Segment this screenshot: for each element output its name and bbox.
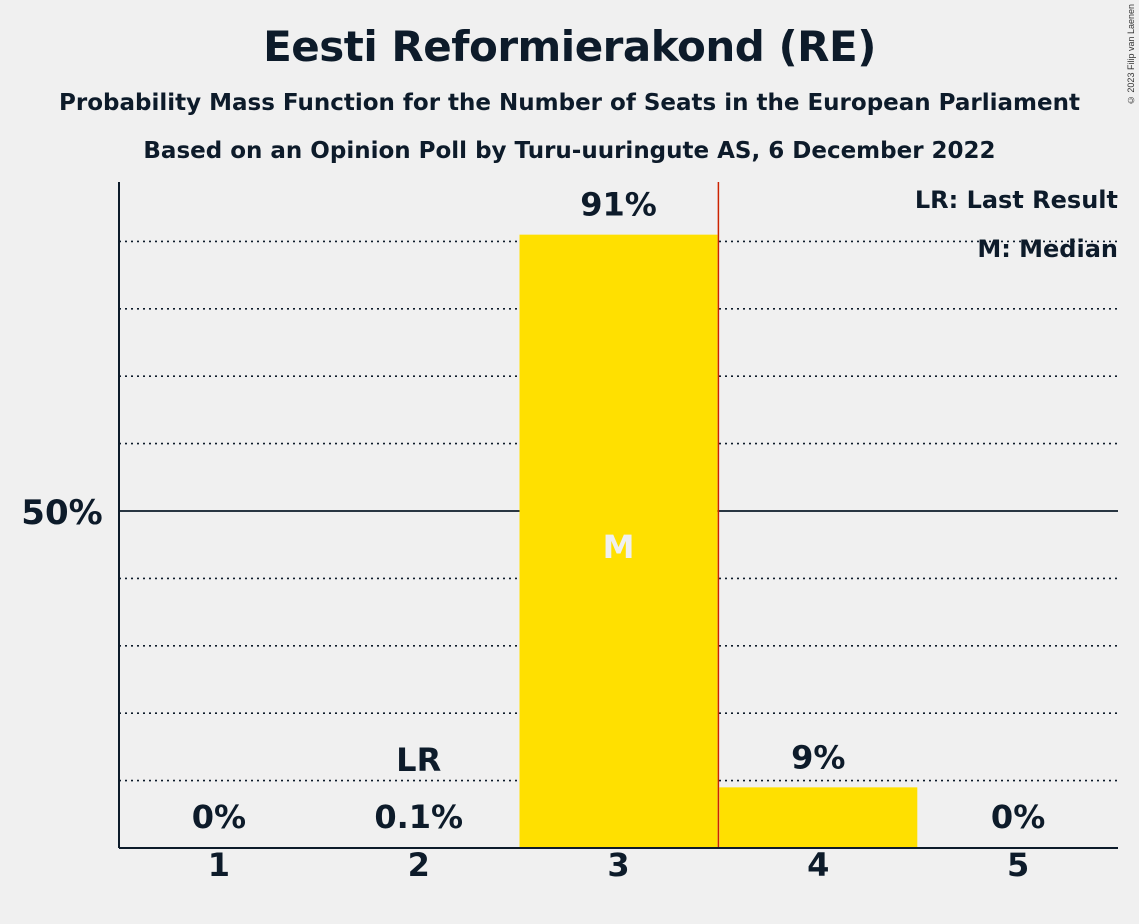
chart-title: Eesti Reformierakond (RE) — [263, 22, 876, 71]
chart-subtitle: Probability Mass Function for the Number… — [59, 90, 1080, 116]
value-label-1: 0% — [192, 798, 246, 836]
bar-4 — [719, 787, 918, 848]
x-tick-label-3: 3 — [607, 846, 629, 884]
value-label-5: 0% — [991, 798, 1045, 836]
y-tick-label: 50% — [21, 493, 102, 533]
legend-median: M: Median — [977, 235, 1118, 263]
chart-source-subtitle: Based on an Opinion Poll by Turu-uuringu… — [143, 138, 996, 164]
value-label-2: 0.1% — [374, 798, 463, 836]
x-tick-label-1: 1 — [208, 846, 230, 884]
x-tick-label-4: 4 — [807, 846, 829, 884]
value-label-3: 91% — [580, 186, 657, 224]
value-label-4: 9% — [791, 738, 845, 776]
bar-3 — [519, 234, 718, 848]
last-result-marker: LR — [396, 741, 441, 779]
median-marker: M — [603, 528, 635, 566]
x-tick-label-2: 2 — [408, 846, 430, 884]
x-tick-label-5: 5 — [1007, 846, 1029, 884]
legend-last-result: LR: Last Result — [914, 186, 1118, 214]
